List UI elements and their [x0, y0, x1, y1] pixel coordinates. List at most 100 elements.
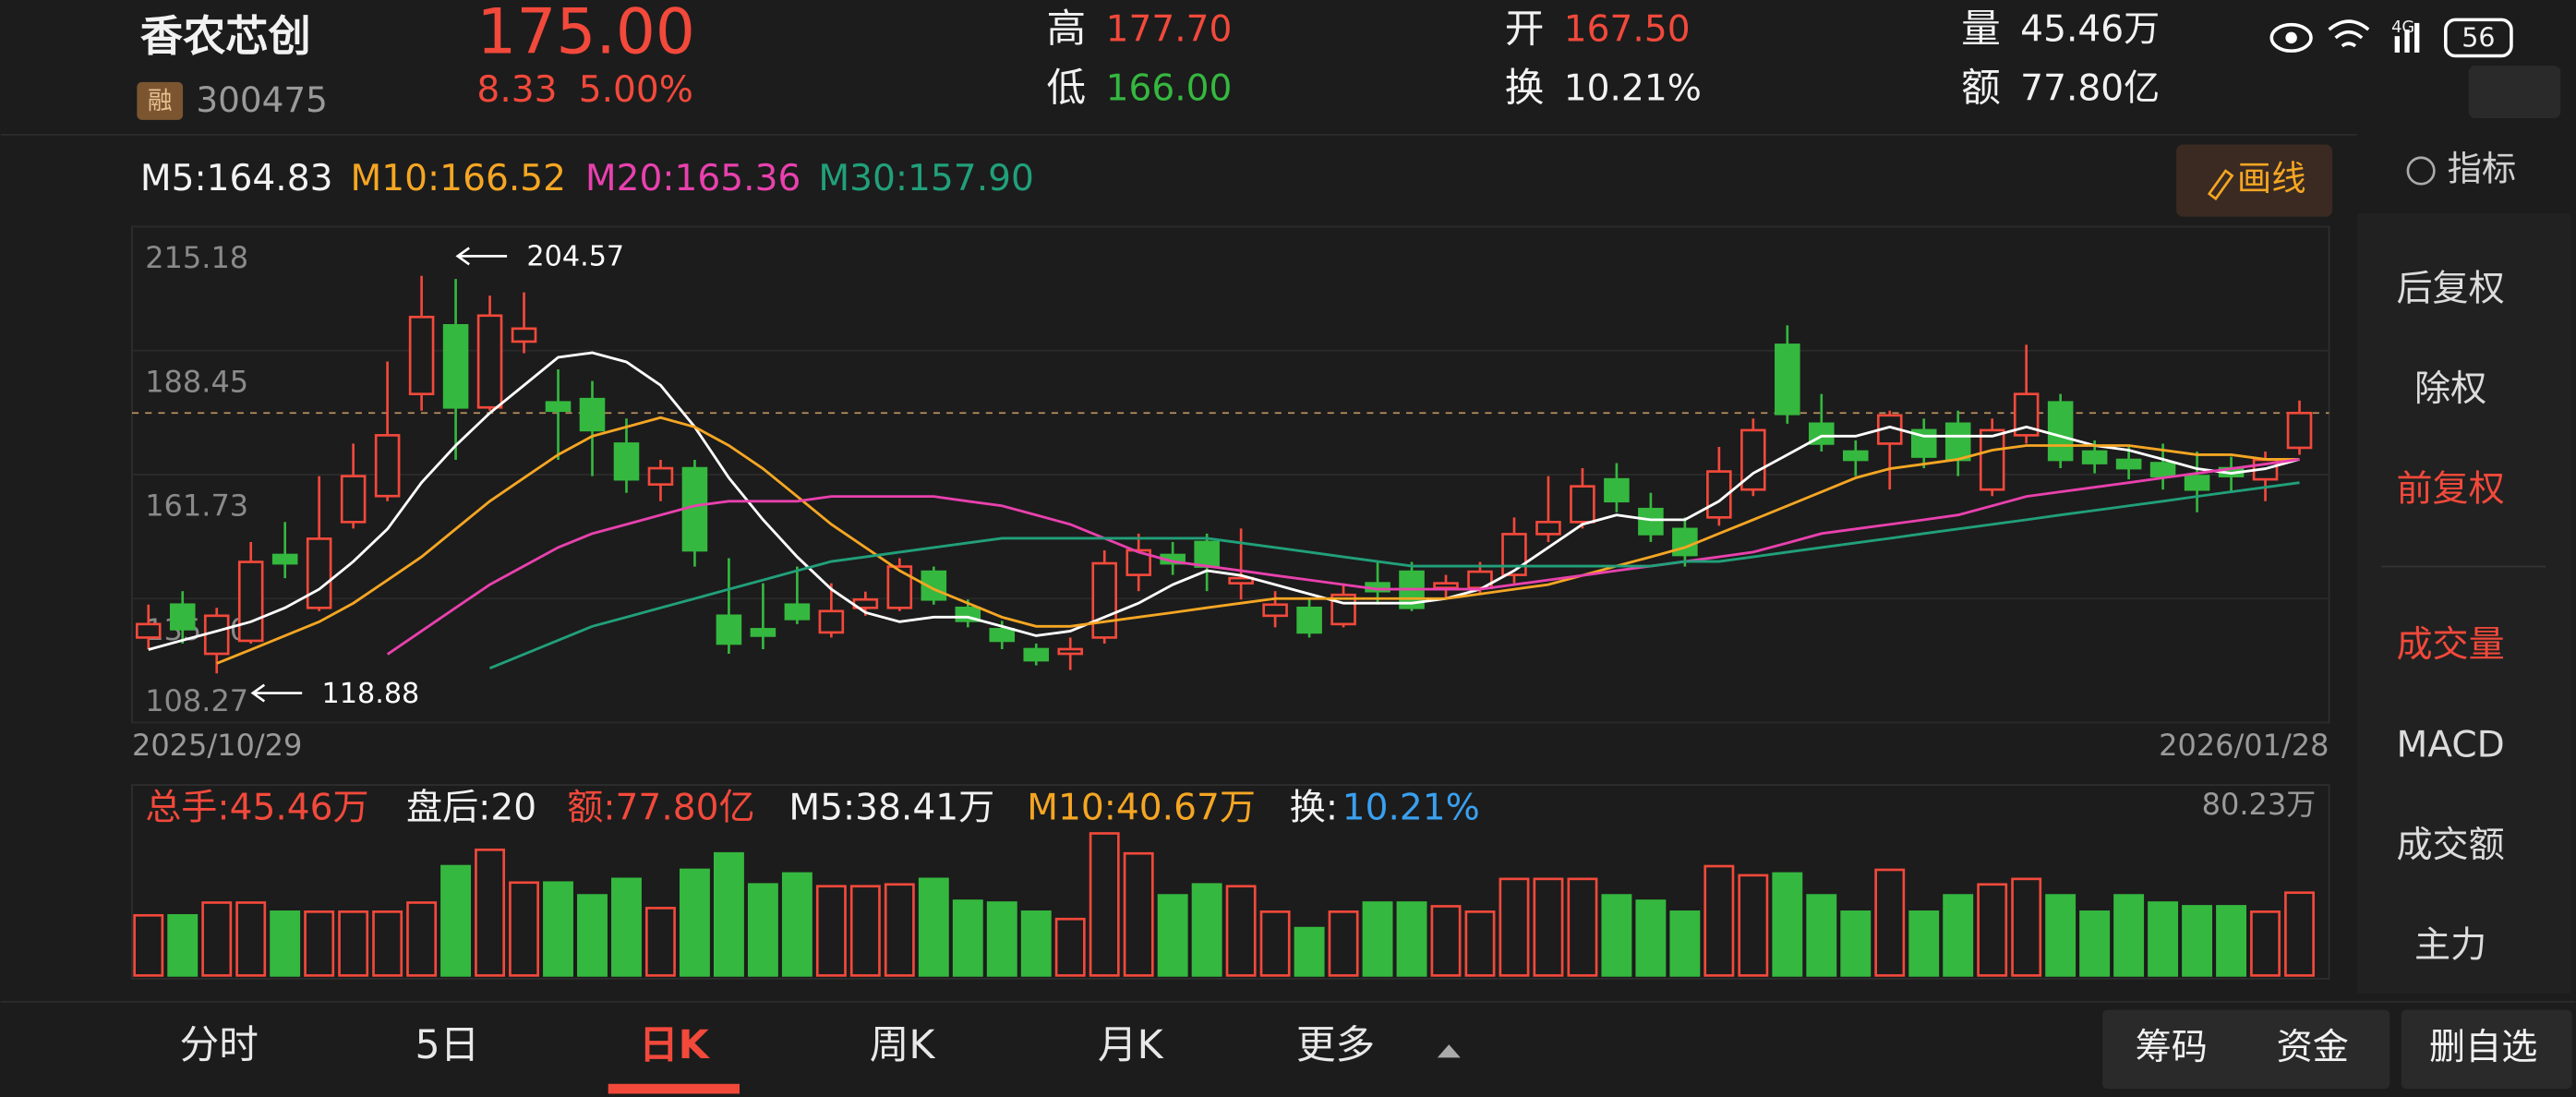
amount-label: 额	[1961, 65, 2001, 111]
menu-button[interactable]	[2468, 66, 2561, 119]
candle-body	[2149, 462, 2176, 477]
candle-body	[169, 603, 196, 631]
side-menu-item[interactable]: 成交量	[2396, 624, 2504, 666]
annotation-arrow	[455, 247, 508, 266]
candle-body	[2081, 450, 2108, 464]
candle-body	[408, 315, 435, 396]
candle-body	[1023, 647, 1050, 662]
tab[interactable]: 月K	[1098, 1022, 1164, 1068]
volume-max: 80.23万	[2202, 787, 2317, 822]
y-tick-label: 215.18	[145, 240, 248, 275]
side-menu-item[interactable]: 除权	[2414, 368, 2486, 410]
bottom-button[interactable]: 资金	[2277, 1027, 2349, 1068]
tab[interactable]: 更多	[1296, 1022, 1375, 1068]
y-tick-label: 161.73	[145, 488, 248, 524]
candle-body	[1091, 561, 1117, 639]
candle-body	[1535, 521, 1561, 536]
volume-bar	[1806, 894, 1837, 977]
open-label: 开	[1505, 6, 1545, 52]
volume-bar	[713, 851, 744, 977]
candle-body	[2286, 411, 2313, 450]
network: 4G	[2391, 18, 2414, 37]
candle-body	[2184, 475, 2210, 491]
candle-body	[1262, 603, 1288, 618]
end-date: 2026/01/28	[2159, 728, 2329, 763]
candle-body	[1125, 548, 1151, 576]
candle-body	[1194, 540, 1220, 568]
volume-bar	[1020, 910, 1052, 977]
volume-bar	[1054, 917, 1086, 977]
volume-bar	[2113, 894, 2145, 977]
side-menu-item[interactable]: MACD	[2397, 725, 2505, 766]
candle-body	[476, 314, 503, 409]
annotation-arrow	[250, 683, 303, 703]
button-group	[2401, 1009, 2572, 1090]
volume-bar	[1191, 883, 1222, 977]
volume-bar	[235, 901, 267, 977]
volume-bar	[1464, 910, 1496, 977]
volume-bar	[1430, 905, 1462, 977]
tab[interactable]: 分时	[180, 1022, 259, 1068]
volume-bar	[406, 901, 438, 977]
side-menu-item[interactable]: 后复权	[2396, 268, 2504, 309]
indicator-button[interactable]: 指标	[2448, 148, 2517, 188]
tab[interactable]: 周K	[870, 1022, 936, 1068]
volume-bar	[2182, 905, 2213, 977]
candle-body	[818, 609, 845, 634]
volume-bar	[1977, 883, 2008, 977]
candle-body	[784, 603, 811, 621]
eye-icon	[2269, 22, 2313, 53]
candle-body	[716, 614, 742, 645]
bottom-button[interactable]: 删自选	[2429, 1027, 2537, 1068]
ma-line	[386, 458, 2300, 656]
candle-body	[1296, 606, 1322, 634]
volume-bar	[815, 885, 847, 977]
candle-body	[1228, 576, 1254, 585]
candle-body	[647, 466, 674, 486]
volume-bar	[1225, 885, 1257, 977]
volume-bar	[509, 881, 539, 977]
price: 175.00	[476, 0, 694, 68]
y-tick-label: 108.27	[145, 683, 248, 718]
candle-body	[1775, 344, 1800, 416]
tab[interactable]: 日K	[639, 1022, 711, 1068]
volume-bar	[2011, 877, 2042, 977]
candle-body	[1570, 485, 1595, 524]
tab[interactable]: 5日	[415, 1022, 480, 1068]
tag: 融	[148, 87, 173, 115]
candle-body	[237, 561, 264, 643]
gauge-icon	[2406, 156, 2436, 186]
draw-button-label: 画线	[2237, 158, 2306, 199]
volume-bar	[1669, 910, 1701, 977]
ma-legend: M10:166.52	[351, 158, 567, 199]
volume-bar	[270, 910, 301, 977]
volume-bar	[1567, 877, 1598, 977]
side-menu-item[interactable]: 前复权	[2396, 468, 2504, 510]
candle-body	[442, 323, 469, 409]
volume-bar	[2148, 901, 2179, 977]
stock-code: 300475	[196, 79, 328, 120]
volume-bar	[2284, 891, 2315, 977]
volume-bar	[1772, 872, 1803, 977]
volume-bar	[986, 901, 1017, 977]
eye-pupil	[2285, 31, 2297, 44]
ma-legend: M5:164.83	[140, 158, 333, 199]
side-menu-item[interactable]: 成交额	[2396, 825, 2504, 866]
side-menu-item[interactable]: 主力	[2414, 925, 2486, 967]
volume-bar	[167, 913, 199, 977]
candle-body	[2115, 458, 2142, 470]
volume-bar	[2216, 905, 2247, 977]
signal-bar	[2404, 30, 2410, 53]
bottom-button[interactable]: 筹码	[2136, 1027, 2208, 1068]
candle-body	[1433, 582, 1459, 590]
volume-bar	[1089, 832, 1120, 977]
candle-body	[579, 397, 606, 432]
volume-label: 量	[1961, 6, 2001, 52]
volume-bar	[1328, 910, 1359, 977]
volume-legend: 总手:45.46万	[145, 787, 368, 828]
volume-bar	[1738, 874, 1769, 977]
volume-chart	[133, 832, 2315, 977]
stock-name: 香农芯创	[140, 11, 311, 61]
volume-legend: 换:	[1290, 787, 1338, 828]
battery-level: 56	[2462, 23, 2495, 54]
